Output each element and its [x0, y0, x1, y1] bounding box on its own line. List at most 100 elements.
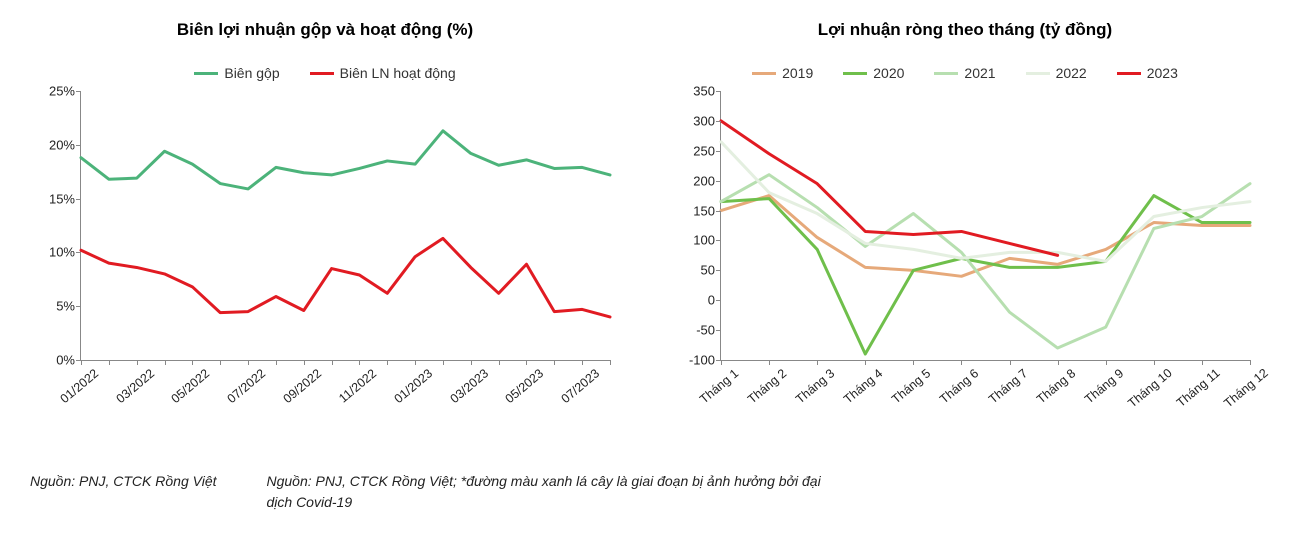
right-ytick-mark	[716, 211, 721, 212]
left-xtick-label: 07/2023	[555, 362, 602, 406]
right-legend-swatch	[1117, 72, 1141, 75]
charts-row: Biên lợi nhuận gộp và hoạt động (%) Biên…	[30, 20, 1260, 416]
left-source: Nguồn: PNJ, CTCK Rồng Việt	[30, 441, 217, 513]
left-xtick-label: 09/2022	[276, 362, 323, 406]
right-xtick-label: Tháng 5	[886, 362, 934, 407]
left-xtick-mark	[109, 360, 110, 365]
right-xtick-mark	[913, 360, 914, 365]
left-xtick-mark	[165, 360, 166, 365]
right-xtick-label: Tháng 3	[789, 362, 837, 407]
right-xtick-mark	[817, 360, 818, 365]
left-xtick-mark	[332, 360, 333, 365]
right-legend-swatch	[752, 72, 776, 75]
left-xtick-mark	[471, 360, 472, 365]
right-ytick-mark	[716, 270, 721, 271]
left-xtick-mark	[137, 360, 138, 365]
right-xtick-label: Tháng 6	[934, 362, 982, 407]
left-xtick-mark	[276, 360, 277, 365]
left-ytick-mark	[76, 199, 81, 200]
left-xtick-mark	[81, 360, 82, 365]
right-ytick-mark	[716, 330, 721, 331]
left-xtick-label: 07/2022	[221, 362, 268, 406]
right-legend-label: 2020	[873, 65, 904, 81]
left-ytick-mark	[76, 306, 81, 307]
left-legend-label: Biên gộp	[224, 65, 279, 81]
left-ytick-mark	[76, 91, 81, 92]
right-legend-item: 2020	[843, 65, 904, 81]
right-ytick-mark	[716, 121, 721, 122]
right-xtick-label: Tháng 12	[1217, 361, 1270, 410]
right-xtick-label: Tháng 1	[693, 362, 741, 407]
left-plot-area: 0%5%10%15%20%25%01/202203/202205/202207/…	[80, 91, 610, 361]
left-xtick-mark	[359, 360, 360, 365]
left-legend-label: Biên LN hoạt động	[340, 65, 456, 81]
left-xtick-label: 05/2022	[165, 362, 212, 406]
left-xtick-mark	[387, 360, 388, 365]
right-ytick-mark	[716, 240, 721, 241]
right-ytick-mark	[716, 300, 721, 301]
right-chart-title: Lợi nhuận ròng theo tháng (tỷ đồng)	[670, 20, 1260, 40]
left-legend-swatch	[310, 72, 334, 75]
left-chart-title: Biên lợi nhuận gộp và hoạt động (%)	[30, 20, 620, 40]
right-ytick-mark	[716, 91, 721, 92]
left-xtick-mark	[248, 360, 249, 365]
left-ytick-mark	[76, 145, 81, 146]
left-legend-item: Biên LN hoạt động	[310, 65, 456, 81]
right-legend-item: 2021	[934, 65, 995, 81]
right-xtick-mark	[1058, 360, 1059, 365]
right-legend-label: 2021	[964, 65, 995, 81]
right-source: Nguồn: PNJ, CTCK Rồng Việt; *đường màu x…	[267, 441, 827, 513]
right-series-line	[721, 121, 1058, 256]
right-xtick-label: Tháng 4	[837, 362, 885, 407]
left-xtick-label: 11/2022	[333, 362, 380, 406]
left-xtick-mark	[526, 360, 527, 365]
left-xtick-mark	[499, 360, 500, 365]
right-ytick-mark	[716, 181, 721, 182]
right-xtick-mark	[1010, 360, 1011, 365]
right-xtick-mark	[721, 360, 722, 365]
left-xtick-mark	[610, 360, 611, 365]
left-xtick-mark	[582, 360, 583, 365]
right-xtick-mark	[865, 360, 866, 365]
right-legend-swatch	[1026, 72, 1050, 75]
left-xtick-label: 03/2022	[109, 362, 156, 406]
left-chart-panel: Biên lợi nhuận gộp và hoạt động (%) Biên…	[30, 20, 620, 416]
right-xtick-mark	[1202, 360, 1203, 365]
left-xtick-label: 01/2022	[54, 362, 101, 406]
left-xtick-label: 05/2023	[499, 362, 546, 406]
right-plot-area: -100-50050100150200250300350Tháng 1Tháng…	[720, 91, 1250, 361]
right-legend-label: 2019	[782, 65, 813, 81]
left-xtick-mark	[220, 360, 221, 365]
right-legend-item: 2023	[1117, 65, 1178, 81]
left-xtick-mark	[554, 360, 555, 365]
left-xtick-label: 01/2023	[388, 362, 435, 406]
right-xtick-mark	[1106, 360, 1107, 365]
left-xtick-mark	[304, 360, 305, 365]
right-xtick-mark	[961, 360, 962, 365]
right-xtick-label: Tháng 11	[1170, 361, 1223, 410]
left-xtick-label: 03/2023	[443, 362, 490, 406]
right-xtick-mark	[1250, 360, 1251, 365]
right-ytick-mark	[716, 151, 721, 152]
right-legend-item: 2022	[1026, 65, 1087, 81]
right-legend: 2019 2020 2021 2022 2023	[670, 65, 1260, 81]
right-series-line	[721, 196, 1250, 354]
left-ytick-mark	[76, 252, 81, 253]
left-series-line	[81, 131, 610, 189]
right-legend-swatch	[843, 72, 867, 75]
right-xtick-label: Tháng 9	[1078, 362, 1126, 407]
right-xtick-mark	[769, 360, 770, 365]
right-xtick-mark	[1154, 360, 1155, 365]
right-chart-panel: Lợi nhuận ròng theo tháng (tỷ đồng) 2019…	[670, 20, 1260, 416]
right-legend-label: 2023	[1147, 65, 1178, 81]
source-row: Nguồn: PNJ, CTCK Rồng Việt Nguồn: PNJ, C…	[30, 441, 1260, 513]
left-xtick-mark	[192, 360, 193, 365]
right-legend-swatch	[934, 72, 958, 75]
left-legend-item: Biên gộp	[194, 65, 279, 81]
right-xtick-label: Tháng 10	[1121, 361, 1174, 410]
right-legend-label: 2022	[1056, 65, 1087, 81]
right-xtick-label: Tháng 2	[741, 362, 789, 407]
right-legend-item: 2019	[752, 65, 813, 81]
left-xtick-mark	[443, 360, 444, 365]
left-xtick-mark	[415, 360, 416, 365]
